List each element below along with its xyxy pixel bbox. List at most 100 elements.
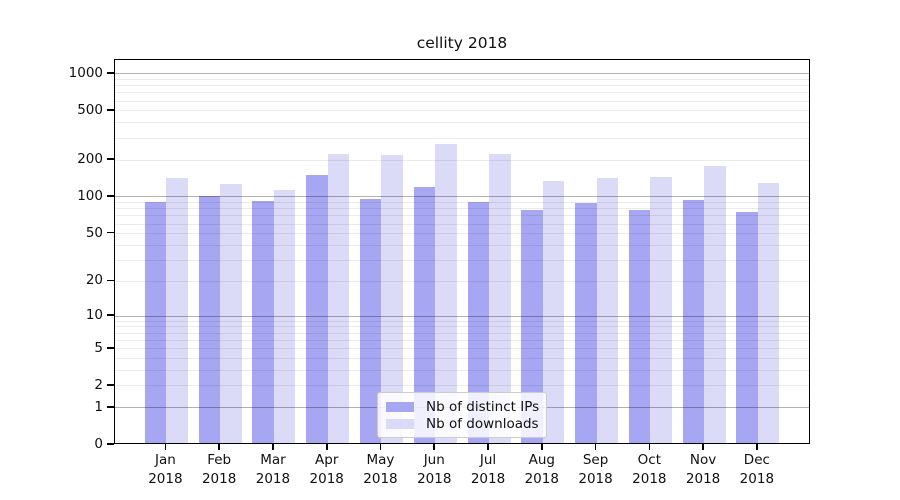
chart-title: cellity 2018 [416,34,508,52]
y-tick-label: 1 [94,398,103,415]
y-tick-mark [107,195,114,197]
y-tick-mark [107,346,114,349]
x-tick-label: Mar 2018 [255,452,291,487]
x-tick-mark [218,444,220,450]
x-tick-mark [540,444,543,450]
legend-swatch-downloads [386,418,414,429]
bar-distinct-ips [682,200,705,443]
x-tick-label: Jan 2018 [148,452,183,487]
gridline [115,370,809,371]
plot-area [114,59,810,444]
gridline [115,73,809,75]
y-tick-label: 1000 [68,64,103,81]
bar-downloads [650,177,672,443]
gridline [115,202,809,204]
gridline [115,92,809,94]
gridline [115,85,809,87]
bar-distinct-ips [575,203,597,443]
gridline [115,244,809,246]
bar-downloads [381,155,403,443]
y-tick-mark [107,279,114,282]
x-tick-mark [702,444,704,450]
x-tick-label: Jul 2018 [470,452,506,487]
bar-downloads [435,143,457,443]
gridline [115,78,809,80]
y-tick-mark [107,384,114,386]
bar-distinct-ips [306,174,328,443]
x-tick-mark [594,444,597,450]
bar-downloads [273,190,296,443]
y-tick-label: 50 [85,224,103,241]
bar-downloads [704,166,726,443]
y-tick-label: 100 [77,187,103,204]
gridline [115,280,809,282]
y-tick-label: 2 [94,376,103,393]
gridline [115,122,809,124]
y-tick-label: 20 [85,272,103,289]
gridline [115,208,809,210]
legend: Nb of distinct IPs Nb of downloads [377,392,547,438]
gridline [115,215,809,217]
gridline [115,259,809,261]
x-tick-mark [648,444,651,450]
bar-downloads [327,153,350,443]
y-tick-label: 10 [85,307,103,324]
x-tick-label: Apr 2018 [309,452,344,487]
y-tick-label: 500 [77,101,103,118]
gridline [115,110,809,112]
y-tick-mark [107,71,114,74]
x-tick-label: Jun 2018 [417,452,452,487]
legend-swatch-distinct-ips [386,401,414,412]
gridline [115,358,809,359]
bar-distinct-ips [628,209,651,443]
legend-label: Nb of downloads [426,415,539,432]
bar-distinct-ips [467,202,490,443]
y-tick-mark [107,109,114,111]
y-tick-mark [107,314,114,316]
gridline [115,233,809,235]
y-tick-mark [107,158,114,160]
bar-distinct-ips [736,212,758,443]
gridline [115,100,809,102]
gridline [115,315,809,317]
bar-downloads [542,181,565,443]
x-tick-mark [325,444,328,450]
x-tick-label: Sep 2018 [578,452,613,487]
y-tick-label: 5 [94,339,103,356]
bar-distinct-ips [413,186,436,443]
x-tick-mark [756,444,758,450]
y-tick-mark [107,443,114,445]
x-tick-mark [379,444,382,450]
gridline [115,348,809,350]
bar-downloads [757,183,780,443]
gridline [115,137,809,139]
gridline [115,223,809,225]
bar-distinct-ips [198,196,221,443]
gridline [115,385,809,387]
bar-distinct-ips [521,210,543,443]
x-tick-mark [164,444,167,450]
gridline [115,320,809,322]
legend-label: Nb of distinct IPs [426,398,540,415]
y-tick-mark [107,405,114,408]
bar-downloads [220,184,242,443]
x-tick-mark [272,444,274,450]
legend-item: Nb of distinct IPs [386,398,540,415]
x-tick-mark [487,444,489,450]
gridline [115,326,809,328]
bar-downloads [489,153,511,443]
x-tick-label: Aug 2018 [524,452,559,487]
x-tick-label: Nov 2018 [685,452,721,487]
x-tick-label: Oct 2018 [632,452,667,487]
x-tick-label: May 2018 [363,452,398,487]
x-tick-label: Dec 2018 [739,452,775,487]
gridline [115,332,809,334]
x-tick-label: Feb 2018 [201,452,237,487]
bar-distinct-ips [144,201,167,443]
gridline [115,196,809,198]
gridline [115,159,809,161]
bar-distinct-ips [252,201,274,443]
y-tick-label: 200 [77,151,103,167]
gridline [115,339,809,341]
